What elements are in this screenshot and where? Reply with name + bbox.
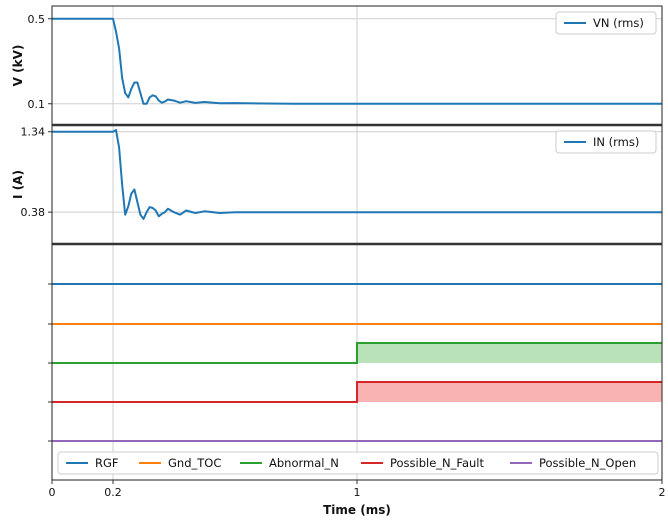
signal-fill (357, 382, 662, 402)
legend-box (57, 451, 659, 475)
y-axis-label: V (kV) (11, 45, 25, 87)
y-axis-label: I (A) (11, 170, 25, 199)
legend-label: Gnd_TOC (168, 456, 221, 470)
legend-box (555, 11, 657, 35)
legend-box (555, 130, 657, 154)
x-axis-label: Time (ms) (323, 503, 391, 517)
y-tick-label: 0.1 (28, 98, 46, 111)
legend-label: Possible_N_Open (539, 456, 636, 470)
x-tick-label: 2 (659, 486, 666, 499)
voltage-panel: 0.5 0.1V (kV) VN (rms) (11, 11, 662, 111)
y-tick-label: 0.38 (21, 206, 46, 219)
legend: IN (rms) (555, 130, 657, 154)
bottom-legend: RGF Gnd_TOC Abnormal_N Possible_N_Fault Poss… (57, 451, 659, 475)
x-tick-label: 0.2 (104, 486, 122, 499)
y-tick-label: 1.34 (21, 126, 46, 139)
current-panel: 1.34 0.38 I (A) IN (rms) (11, 126, 662, 220)
legend-label: Abnormal_N (269, 456, 339, 470)
series-line (52, 129, 662, 220)
y-tick-label: 0.5 (28, 13, 46, 26)
signal-line (52, 381, 662, 403)
signal-fill (357, 343, 662, 363)
signal-line (52, 342, 662, 364)
x-tick-label: 0 (49, 486, 56, 499)
x-tick-label: 1 (354, 486, 361, 499)
legend-label: RGF (95, 456, 119, 470)
legend-label: VN (rms) (593, 16, 644, 30)
legend-label: IN (rms) (593, 135, 639, 149)
legend: VN (rms) (555, 11, 657, 35)
legend-label: Possible_N_Fault (390, 456, 485, 470)
series-line (52, 17, 662, 105)
digital-panel: RGF Gnd_TOC Abnormal_N Possible_N_Fault Poss… (48, 283, 662, 475)
